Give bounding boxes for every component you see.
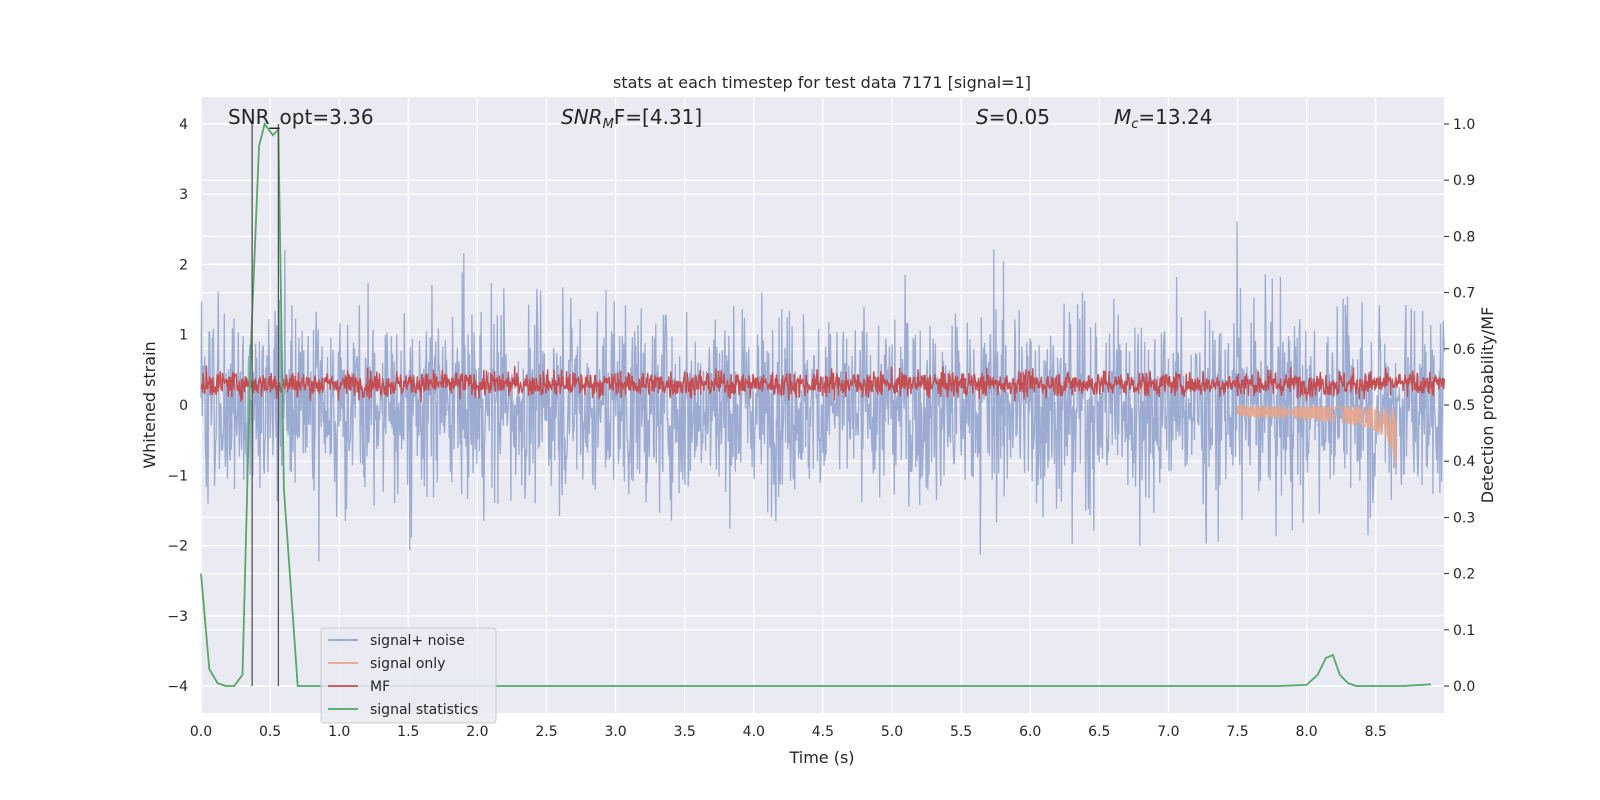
signal-only-series — [1236, 405, 1397, 468]
y2-tick-label: 0.3 — [1453, 510, 1475, 526]
y2-tick-label: 0.8 — [1453, 229, 1475, 245]
x-tick-label: 8.5 — [1365, 724, 1387, 740]
legend: signal+ noise signal only MF signal stat… — [320, 627, 497, 724]
x-tick-label: 2.0 — [466, 724, 488, 740]
x-tick-label: 3.5 — [674, 724, 696, 740]
x-tick-label: 6.0 — [1019, 724, 1041, 740]
x-tick-label: 4.0 — [743, 724, 765, 740]
signal-statistics-line — [200, 121, 1432, 687]
snr-mf-annotation: SNRMF=[4.31] — [561, 105, 702, 132]
x-tick-label: 6.5 — [1088, 724, 1110, 740]
y-tick-label: 3 — [179, 187, 188, 203]
legend-box — [320, 627, 497, 724]
y2-tick-label: 1.0 — [1453, 117, 1475, 133]
x-tick-label: 3.0 — [604, 724, 626, 740]
x-tick-label: 0.0 — [190, 724, 212, 740]
y-tick-label: −4 — [167, 679, 188, 695]
x-tick-label: 4.5 — [812, 724, 834, 740]
legend-label-signal-only: signal only — [370, 656, 445, 672]
y2-tick-label: 0.6 — [1453, 342, 1475, 358]
x-tick-label: 1.5 — [397, 724, 419, 740]
y2-tick-label: 0.2 — [1453, 567, 1475, 583]
chart-title: stats at each timestep for test data 717… — [613, 73, 1031, 92]
legend-label-noise: signal+ noise — [370, 633, 465, 649]
x-axis-label: Time (s) — [788, 748, 854, 767]
y2-tick-label: 0.4 — [1453, 454, 1475, 470]
mf-series — [200, 365, 1445, 403]
y-tick-label: −3 — [167, 609, 188, 625]
y-tick-label: 4 — [179, 117, 188, 133]
event-markers — [251, 124, 280, 686]
y-axis-label: Whitened strain — [140, 341, 159, 468]
y2-tick-label: 0.5 — [1453, 398, 1475, 414]
y2-tick-label: 0.0 — [1453, 679, 1475, 695]
x-tick-label: 0.5 — [259, 724, 281, 740]
y2-tick-label: 0.9 — [1453, 173, 1475, 189]
y-tick-label: −1 — [167, 468, 188, 484]
x-tick-label: 8.0 — [1295, 724, 1317, 740]
mc-annotation: Mc=13.24 — [1114, 105, 1212, 132]
y-tick-label: 0 — [179, 398, 188, 414]
y-tick-label: 2 — [179, 257, 188, 273]
y-tick-label: −2 — [167, 539, 188, 555]
x-tick-label: 5.5 — [950, 724, 972, 740]
x-tick-label: 2.5 — [535, 724, 557, 740]
x-tick-label: 1.0 — [328, 724, 350, 740]
y2-tick-label: 0.1 — [1453, 623, 1475, 639]
x-tick-label: 5.0 — [881, 724, 903, 740]
y2-axis-label: Detection probability/MF — [1478, 307, 1497, 504]
signal-noise-series — [200, 221, 1445, 562]
y-tick-labels: 4 3 2 1 0 −1 −2 −3 −4 — [167, 117, 188, 695]
y2-tick-label: 0.7 — [1453, 286, 1475, 302]
signal-only-line — [1236, 405, 1397, 468]
noise-line — [200, 221, 1445, 562]
s-annotation: S=0.05 — [976, 105, 1050, 129]
signal-statistics-series — [200, 121, 1432, 687]
y-tick-label: 1 — [179, 328, 188, 344]
legend-label-stats: signal statistics — [370, 702, 478, 718]
x-tick-labels: 0.0 0.5 1.0 1.5 2.0 2.5 3.0 3.5 4.0 4.5 5.0 5.5 6.0 6… — [190, 724, 1387, 740]
snr-opt-annotation: SNR_opt=3.36 — [228, 105, 374, 129]
legend-label-mf: MF — [370, 679, 390, 695]
mf-line — [200, 365, 1445, 403]
x-tick-label: 7.5 — [1226, 724, 1248, 740]
y2-tick-labels: 1.0 0.9 0.8 0.7 0.6 0.5 0.4 0.3 0.2 0.1 0.0 — [1444, 117, 1475, 695]
x-tick-label: 7.0 — [1157, 724, 1179, 740]
